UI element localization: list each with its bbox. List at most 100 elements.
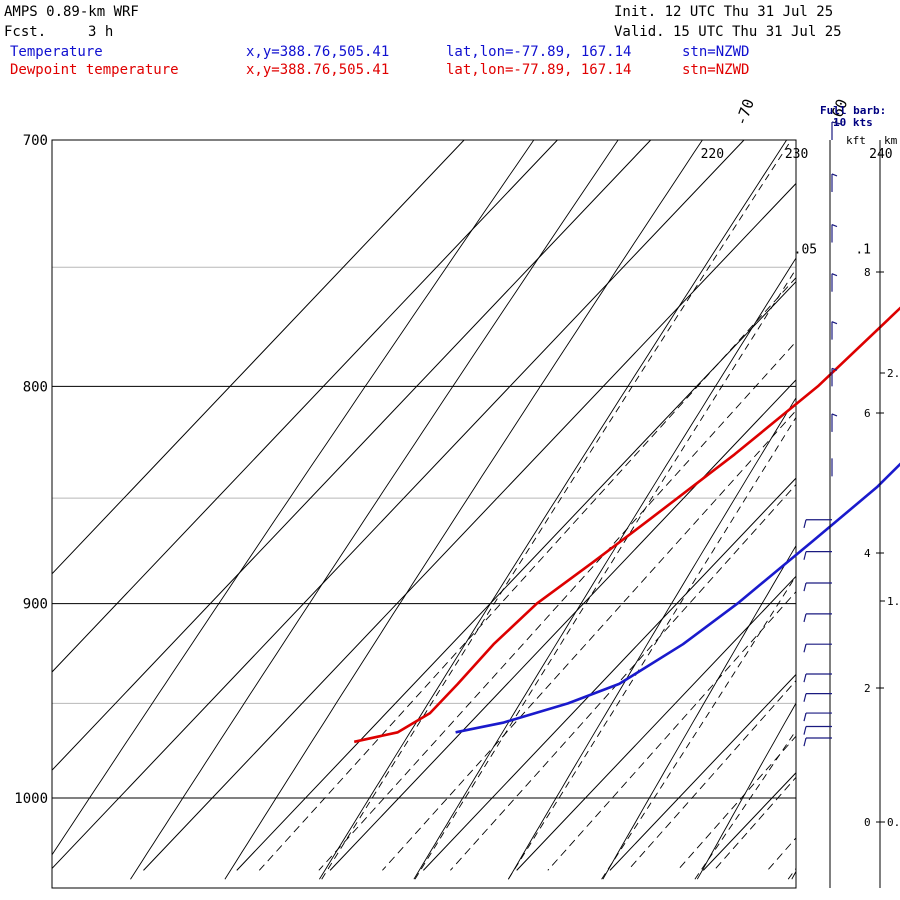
mixing-ratio-label: .1: [855, 242, 871, 257]
dry-adiabat-line: [696, 702, 796, 880]
forecast-label: Fcst.: [4, 24, 47, 40]
legend-temperature-label: Temperature: [10, 44, 103, 60]
wind-barb: [803, 712, 832, 722]
isotherm-line: [890, 140, 900, 870]
wind-barb: [803, 551, 832, 560]
pressure-tick-label: 700: [23, 133, 48, 149]
model-title: AMPS 0.89-km WRF: [4, 4, 139, 20]
dry-adiabat-line: [413, 257, 796, 880]
barb-legend-line1: Full barb:: [820, 104, 886, 117]
wind-barb: [831, 273, 838, 292]
wind-barb: [803, 693, 832, 702]
wind-barb-flag: [803, 613, 807, 623]
wind-barb: [803, 643, 832, 653]
kft-tick-label: 8: [864, 266, 871, 279]
wind-barb: [803, 519, 832, 529]
moist-adiabat-line: [601, 574, 796, 880]
legend-temperature-xy: x,y=388.76,505.41: [246, 44, 390, 60]
km-tick-label: 2.: [887, 367, 900, 380]
moist-adiabat-line: [694, 729, 796, 880]
wind-barb-flag: [803, 673, 807, 683]
moist-adiabat-line: [321, 140, 792, 880]
dry-adiabat-label: 220: [701, 147, 724, 162]
kft-tick-label: 4: [864, 547, 871, 560]
wind-barb: [831, 121, 842, 140]
isotherm-line: [329, 379, 796, 871]
mixing-ratio-line: [318, 341, 796, 871]
plot-border: [51, 139, 797, 889]
wind-barb: [803, 673, 832, 683]
kft-tick-label: 0: [864, 816, 871, 829]
pressure-tick-label: 900: [23, 597, 48, 613]
dry-adiabat-line: [791, 870, 796, 880]
moist-adiabat-line: [507, 416, 796, 880]
wind-barb: [831, 223, 838, 243]
wind-barb-flag: [803, 726, 807, 735]
wind-barb-flag: [831, 273, 838, 277]
wind-barb-flag: [831, 223, 838, 228]
dry-adiabat-line: [602, 544, 796, 880]
mixing-ratio-line: [450, 483, 796, 871]
pressure-tick-label: 1000: [14, 791, 48, 807]
wind-barb-flag: [831, 413, 838, 417]
isotherm-line: [52, 140, 465, 575]
legend-dewpoint-label: Dewpoint temperature: [10, 62, 179, 78]
legend-dewpoint-xy: x,y=388.76,505.41: [246, 62, 390, 78]
wind-barb-flag: [803, 712, 807, 722]
wind-barb-flag: [803, 693, 807, 702]
dry-adiabat-line: [508, 396, 796, 880]
kft-tick-label: 6: [864, 407, 871, 420]
dry-adiabat-line: [130, 140, 619, 880]
mixing-ratio-line: [627, 679, 796, 871]
wind-barb: [831, 367, 838, 387]
dry-adiabat-line: [886, 114, 900, 880]
isotherm-line: [516, 575, 796, 871]
kft-axis-label: kft: [846, 134, 866, 147]
temperature-profile-line: [455, 462, 900, 734]
legend-dewpoint-latlon: lat,lon=-77.89, 167.14: [446, 62, 632, 78]
isotherm-line: [236, 280, 796, 871]
mixing-ratio-line: [713, 776, 796, 871]
wind-barb: [803, 613, 832, 623]
dry-adiabat-label: 240: [869, 147, 892, 162]
kft-tick-label: 2: [864, 682, 871, 695]
valid-time: Valid. 15 UTC Thu 31 Jul 25: [614, 24, 842, 40]
init-time: Init. 12 UTC Thu 31 Jul 25: [614, 4, 834, 20]
isotherm-line: [52, 140, 558, 673]
dry-adiabat-label: 230: [785, 147, 808, 162]
isotherm-line: [609, 673, 796, 871]
wind-barb: [803, 582, 832, 592]
isotherm-line: [143, 182, 796, 871]
wind-barb-flag: [803, 644, 807, 653]
wind-barb-flag: [803, 737, 807, 747]
mixing-ratio-line: [677, 735, 796, 871]
km-tick-label: 1.: [887, 595, 900, 608]
moist-adiabat-line: [414, 268, 796, 880]
legend-dewpoint-stn: stn=NZWD: [682, 62, 750, 78]
wind-barb-flag: [803, 519, 807, 529]
dry-adiabat-line: [224, 140, 703, 880]
km-axis-label: km: [884, 134, 898, 147]
legend-temperature-stn: stn=NZWD: [682, 44, 750, 60]
isotherm-line: [52, 140, 745, 870]
isotherm-line: [423, 477, 796, 871]
forecast-value: 3 h: [88, 24, 114, 40]
mixing-ratio-line: [258, 276, 796, 871]
plot-area: [52, 114, 900, 880]
legend-temperature-latlon: lat,lon=-77.89, 167.14: [446, 44, 632, 60]
wind-barb: [831, 413, 838, 432]
isotherm-line: [52, 140, 652, 771]
mixing-ratio-label: .05: [794, 242, 817, 257]
wind-barb-flag: [803, 551, 807, 560]
wind-barb-flag: [831, 121, 842, 125]
wind-barb-flag: [831, 367, 838, 371]
wind-barb-flag: [831, 173, 838, 177]
km-tick-label: 0.: [887, 816, 900, 829]
wind-barb: [831, 173, 838, 192]
pressure-tick-label: 800: [23, 379, 48, 395]
wind-barb-flag: [831, 321, 838, 325]
mixing-ratio-line: [382, 409, 796, 871]
wind-barb: [831, 321, 838, 340]
barb-legend-line2: 10 kts: [833, 116, 873, 129]
